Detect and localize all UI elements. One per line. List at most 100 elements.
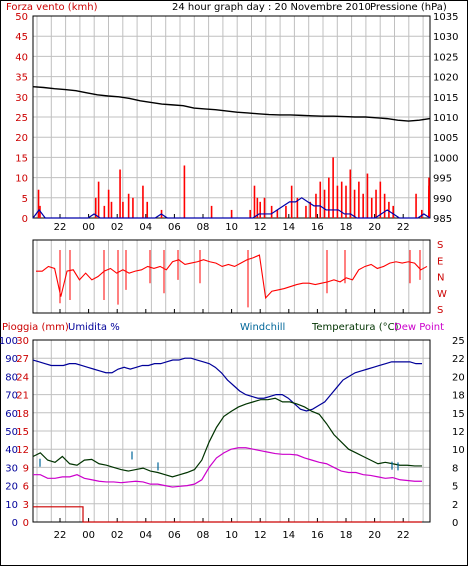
pressure-line	[32, 86, 431, 122]
temperature-axis-tick-label: 12	[452, 427, 465, 438]
rain-axis-tick-label: 24	[16, 372, 29, 383]
wind-pressure-panel: 0510152025303540455098599099510001005101…	[15, 12, 458, 233]
humidity-axis-tick-label: 100	[0, 336, 18, 347]
time-tick-label: 14	[282, 530, 295, 541]
wind-axis-tick-label: 35	[15, 73, 28, 84]
time-tick-label: 12	[254, 530, 267, 541]
time-tick-label: 04	[139, 222, 152, 233]
rain-axis-tick-label: 30	[16, 336, 29, 347]
pressure-axis-tick-label: 985	[433, 214, 452, 225]
dewpoint-legend: Dew Point	[394, 322, 444, 333]
rain-line	[33, 506, 422, 523]
wind-axis-tick-label: 0	[22, 214, 28, 225]
time-tick-label: 02	[111, 222, 124, 233]
temperature-axis-tick-label: 0	[452, 518, 458, 529]
wind-axis-tick-label: 20	[15, 133, 28, 144]
rain-axis-tick-label: 15	[16, 427, 29, 438]
gust-line	[32, 197, 431, 219]
temperature-axis-tick-label: 25	[452, 336, 465, 347]
pressure-axis-tick-label: 1005	[433, 133, 458, 144]
time-tick-label: 22	[397, 222, 410, 233]
humidity-axis-tick-label: 10	[5, 500, 18, 511]
direction-line	[36, 254, 428, 300]
temperature-axis-tick-label: 5	[452, 482, 458, 493]
humidity-axis-tick-label: 0	[12, 518, 18, 529]
rain-axis-tick-label: 18	[16, 409, 29, 420]
time-tick-label: 16	[311, 530, 324, 541]
time-tick-label: 08	[197, 530, 210, 541]
time-tick-label: 00	[82, 530, 95, 541]
direction-axis-label: W	[437, 289, 447, 300]
time-tick-label: 10	[225, 222, 238, 233]
wind-axis-tick-label: 5	[22, 194, 28, 205]
time-tick-label: 22	[54, 222, 67, 233]
rain-axis-tick-label: 27	[16, 354, 29, 365]
pressure-axis-tick-label: 1020	[433, 73, 458, 84]
wind-axis-tick-label: 30	[15, 93, 28, 104]
humidity-axis-tick-label: 80	[5, 372, 18, 383]
pressure-axis-tick-label: 1035	[433, 12, 458, 23]
temperature-line	[32, 397, 422, 478]
time-tick-label: 02	[111, 530, 124, 541]
time-tick-label: 08	[197, 222, 210, 233]
time-tick-label: 12	[254, 222, 267, 233]
dewpoint-line	[33, 447, 422, 488]
time-tick-label: 00	[82, 222, 95, 233]
rain-axis-tick-label: 6	[23, 482, 29, 493]
humidity-axis-tick-label: 40	[5, 445, 18, 456]
time-tick-label: 06	[168, 530, 181, 541]
time-tick-label: 04	[139, 530, 152, 541]
pressure-axis-tick-label: 995	[433, 174, 452, 185]
humidity-axis-tick-label: 30	[5, 463, 18, 474]
time-tick-label: 16	[311, 222, 324, 233]
humidity-axis-tick-label: 60	[5, 409, 18, 420]
direction-axis-label: E	[437, 256, 443, 267]
time-tick-label: 18	[340, 222, 353, 233]
temperature-axis-tick-label: 20	[452, 372, 465, 383]
rain-axis-tick-label: 3	[23, 500, 29, 511]
wind-axis-tick-label: 15	[15, 153, 28, 164]
humidity-axis-tick-label: 50	[5, 427, 18, 438]
humidity-axis-tick-label: 20	[5, 482, 18, 493]
rain-axis-tick-label: 0	[23, 518, 29, 529]
temperature-legend: Temperatura (°C)	[311, 322, 399, 333]
time-tick-label: 20	[368, 222, 381, 233]
wind-axis-tick-label: 50	[15, 12, 28, 23]
rain-axis-tick-label: 9	[23, 463, 29, 474]
direction-axis-label: S	[437, 240, 443, 251]
pressure-axis-tick-label: 1000	[433, 153, 458, 164]
humidity-legend: Umidita %	[68, 322, 120, 333]
rain-axis-tick-label: 21	[16, 391, 29, 402]
time-tick-label: 18	[340, 530, 353, 541]
wind-axis-tick-label: 10	[15, 174, 28, 185]
windchill-legend: Windchill	[240, 322, 285, 333]
wind-axis-title: Forza vento (kmh)	[6, 2, 98, 13]
time-tick-label: 14	[282, 222, 295, 233]
temp-humidity-panel: 0102030405060708090100036912151821242730…	[0, 336, 465, 541]
temperature-axis-tick-label: 2	[452, 500, 458, 511]
humidity-line	[32, 357, 422, 412]
humidity-axis-tick-label: 90	[5, 354, 18, 365]
wind-axis-tick-label: 45	[15, 32, 28, 43]
direction-axis-label: S	[437, 305, 443, 316]
plot-border	[32, 239, 431, 314]
pressure-axis-tick-label: 1030	[433, 32, 458, 43]
pressure-axis-title: Pressione (hPa)	[370, 2, 447, 13]
direction-axis-label: N	[437, 273, 444, 284]
time-tick-label: 10	[225, 530, 238, 541]
pressure-axis-tick-label: 1010	[433, 113, 458, 124]
pressure-axis-tick-label: 990	[433, 194, 452, 205]
temperature-axis-tick-label: 22	[452, 354, 465, 365]
time-tick-label: 06	[168, 222, 181, 233]
time-tick-label: 20	[368, 530, 381, 541]
humidity-axis-tick-label: 70	[5, 391, 18, 402]
wind-axis-tick-label: 25	[15, 113, 28, 124]
pressure-axis-tick-label: 1015	[433, 93, 458, 104]
rain-legend: Pioggia (mm)	[2, 322, 69, 333]
temperature-axis-tick-label: 18	[452, 391, 465, 402]
graph-title: 24 hour graph day : 20 Novembre 2010	[172, 2, 371, 13]
time-tick-label: 22	[54, 530, 67, 541]
